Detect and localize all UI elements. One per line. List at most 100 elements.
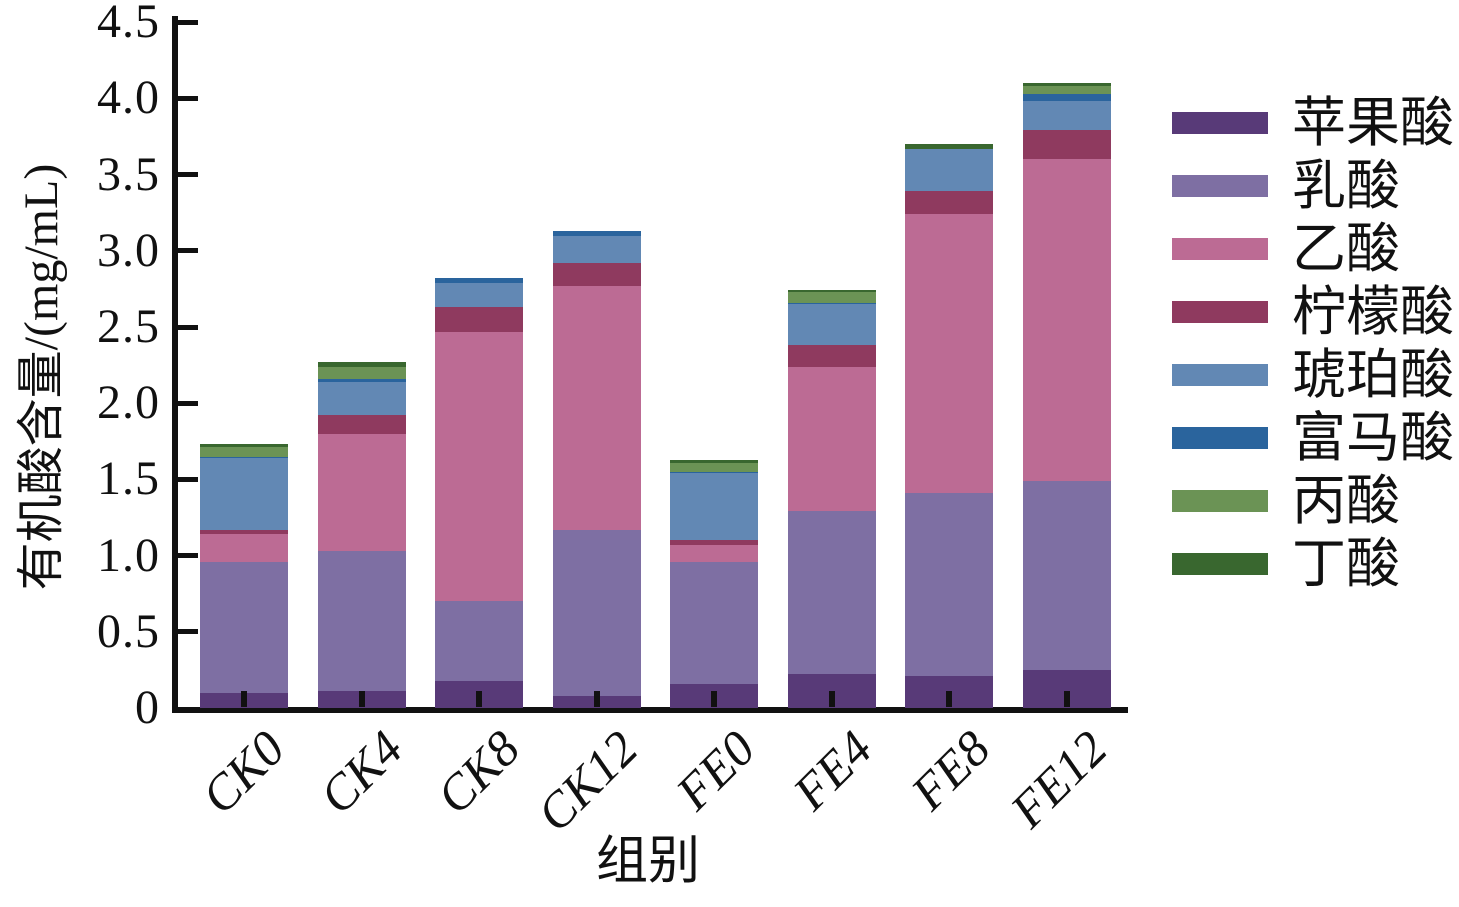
legend-label: 乳酸 xyxy=(1292,156,1400,216)
legend-label: 柠檬酸 xyxy=(1292,282,1454,342)
y-tick-label: 4.0 xyxy=(97,71,160,125)
bar-segment xyxy=(787,366,876,512)
bar-segment xyxy=(1022,480,1111,670)
bar-segment xyxy=(905,493,993,676)
legend-label: 乙酸 xyxy=(1292,219,1400,279)
bar-segment xyxy=(317,433,406,552)
y-tick xyxy=(178,95,198,101)
bar-segment xyxy=(552,230,641,236)
y-tick xyxy=(178,172,198,178)
y-tick-label: 4.5 xyxy=(97,0,160,49)
legend-row: 琥珀酸 xyxy=(1172,348,1454,402)
bar-segment xyxy=(435,601,523,681)
legend-swatch xyxy=(1172,427,1268,449)
bar-segment xyxy=(670,471,758,474)
bar-segment xyxy=(670,561,758,684)
bar-segment xyxy=(200,456,288,459)
bar-segment xyxy=(317,381,406,416)
legend-label: 富马酸 xyxy=(1292,408,1454,468)
y-tick xyxy=(178,476,198,482)
bar-segment xyxy=(905,214,993,494)
bar-segment xyxy=(1022,130,1111,160)
bar-segment xyxy=(787,291,876,303)
bar-segment xyxy=(317,366,406,379)
legend-row: 丙酸 xyxy=(1172,474,1400,528)
bar-segment xyxy=(787,302,876,305)
bar-segment xyxy=(670,540,758,545)
y-tick xyxy=(178,400,198,406)
x-category-label: CK0 xyxy=(191,719,296,825)
x-tick xyxy=(1063,691,1070,707)
bar-segment xyxy=(317,415,406,434)
legend-swatch xyxy=(1172,238,1268,260)
y-axis-line xyxy=(172,16,178,713)
bar-segment xyxy=(787,304,876,346)
bar-segment xyxy=(435,307,523,332)
x-axis-line xyxy=(172,707,1128,713)
legend-row: 丁酸 xyxy=(1172,537,1400,591)
bar-segment xyxy=(787,290,876,292)
legend-swatch xyxy=(1172,490,1268,512)
legend-row: 乳酸 xyxy=(1172,159,1400,213)
x-category-label: FE12 xyxy=(999,719,1118,839)
bar-segment xyxy=(670,473,758,541)
bar-segment xyxy=(905,148,993,192)
legend-swatch xyxy=(1172,301,1268,323)
y-tick-label: 1.0 xyxy=(97,528,160,582)
y-tick xyxy=(178,19,198,25)
y-tick-label: 2.0 xyxy=(97,376,160,430)
y-tick-label: 0.5 xyxy=(97,604,160,658)
y-tick xyxy=(178,629,198,635)
y-tick xyxy=(178,553,198,559)
bar-segment xyxy=(317,378,406,382)
bar-segment xyxy=(552,285,641,530)
bar-segment xyxy=(552,529,641,696)
legend-row: 苹果酸 xyxy=(1172,96,1454,150)
bar-segment xyxy=(670,459,758,463)
x-category-label: FE8 xyxy=(900,719,1001,821)
legend-label: 琥珀酸 xyxy=(1292,345,1454,405)
legend-swatch xyxy=(1172,112,1268,134)
bar-segment xyxy=(1022,101,1111,131)
bar-segment xyxy=(200,447,288,457)
legend-row: 柠檬酸 xyxy=(1172,285,1454,339)
legend-label: 丁酸 xyxy=(1292,534,1400,594)
x-tick xyxy=(946,691,952,707)
bar-segment xyxy=(670,462,758,472)
x-tick xyxy=(358,691,365,707)
y-tick xyxy=(178,324,198,330)
legend-swatch xyxy=(1172,553,1268,575)
bar-segment xyxy=(200,529,288,535)
x-category-label: FE4 xyxy=(782,719,883,821)
y-tick-label: 3.0 xyxy=(97,223,160,277)
y-tick-label: 1.5 xyxy=(97,452,160,506)
legend-label: 苹果酸 xyxy=(1292,93,1454,153)
legend-row: 乙酸 xyxy=(1172,222,1400,276)
bar-segment xyxy=(1022,159,1111,481)
bar-segment xyxy=(552,262,641,286)
bar-segment xyxy=(200,458,288,530)
bar-segment xyxy=(1022,83,1111,87)
bar-segment xyxy=(787,511,876,675)
legend-swatch xyxy=(1172,364,1268,386)
bar-segment xyxy=(200,534,288,562)
bar-segment xyxy=(317,551,406,692)
y-tick xyxy=(178,248,198,254)
bar-segment xyxy=(905,144,993,149)
x-tick xyxy=(241,691,247,707)
bar-segment xyxy=(787,345,876,367)
bar-segment xyxy=(435,278,523,283)
x-tick xyxy=(711,691,717,707)
bar-segment xyxy=(317,362,406,367)
legend-row: 富马酸 xyxy=(1172,411,1454,465)
bar-segment xyxy=(670,544,758,562)
bar-segment xyxy=(905,191,993,215)
x-axis-title: 组别 xyxy=(595,833,701,891)
bar-segment xyxy=(200,444,288,448)
bar-segment xyxy=(552,235,641,263)
legend-swatch xyxy=(1172,175,1268,197)
legend-label: 丙酸 xyxy=(1292,471,1400,531)
x-tick xyxy=(828,691,835,707)
bar-segment xyxy=(1022,93,1111,102)
